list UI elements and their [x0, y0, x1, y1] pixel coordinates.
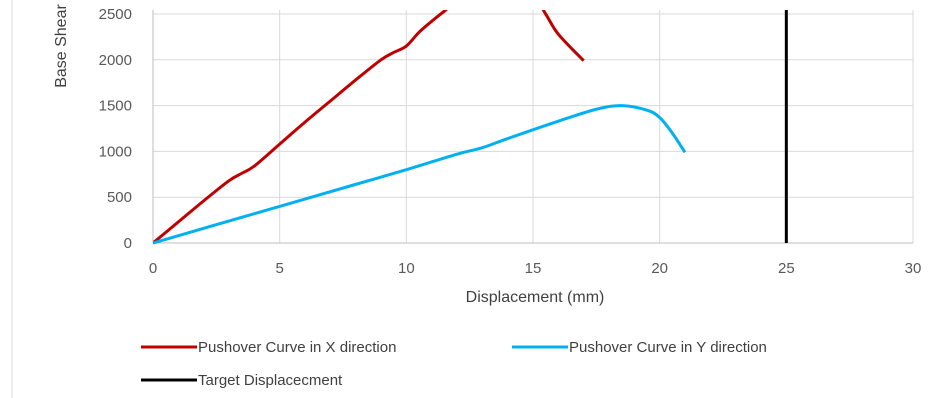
legend-label: Pushover Curve in X direction [198, 339, 396, 356]
tick-labels: 0 5 10 15 20 25 30 0 500 1000 1500 2000 2500 [99, 6, 922, 277]
y-tick-label: 1500 [99, 98, 132, 115]
x-tick-label: 30 [905, 260, 922, 277]
y-tick-label: 2500 [99, 6, 132, 23]
y-tick-label: 2000 [99, 52, 132, 69]
x-tick-label: 20 [651, 260, 668, 277]
x-axis-title: Displacement (mm) [466, 289, 605, 306]
legend-item-y-direction: Pushover Curve in Y direction [512, 339, 767, 356]
y-tick-label: 0 [124, 235, 132, 252]
x-tick-label: 10 [398, 260, 415, 277]
legend-label: Target Displacecment [198, 372, 343, 389]
x-tick-label: 0 [149, 260, 157, 277]
series-lines [153, 10, 788, 245]
y-tick-label: 500 [107, 189, 132, 206]
legend-label: Pushover Curve in Y direction [569, 339, 767, 356]
legend: Pushover Curve in X direction Pushover Cu… [141, 339, 767, 389]
x-tick-label: 25 [778, 260, 795, 277]
series-y-direction-line [153, 104, 687, 245]
series-x-direction-line [153, 10, 585, 245]
legend-item-target-displacement: Target Displacecment [141, 372, 343, 389]
x-tick-label: 15 [525, 260, 542, 277]
x-tick-label: 5 [275, 260, 283, 277]
legend-item-x-direction: Pushover Curve in X direction [141, 339, 396, 356]
y-axis-title: Base Shear [53, 4, 70, 88]
y-tick-label: 1000 [99, 143, 132, 160]
